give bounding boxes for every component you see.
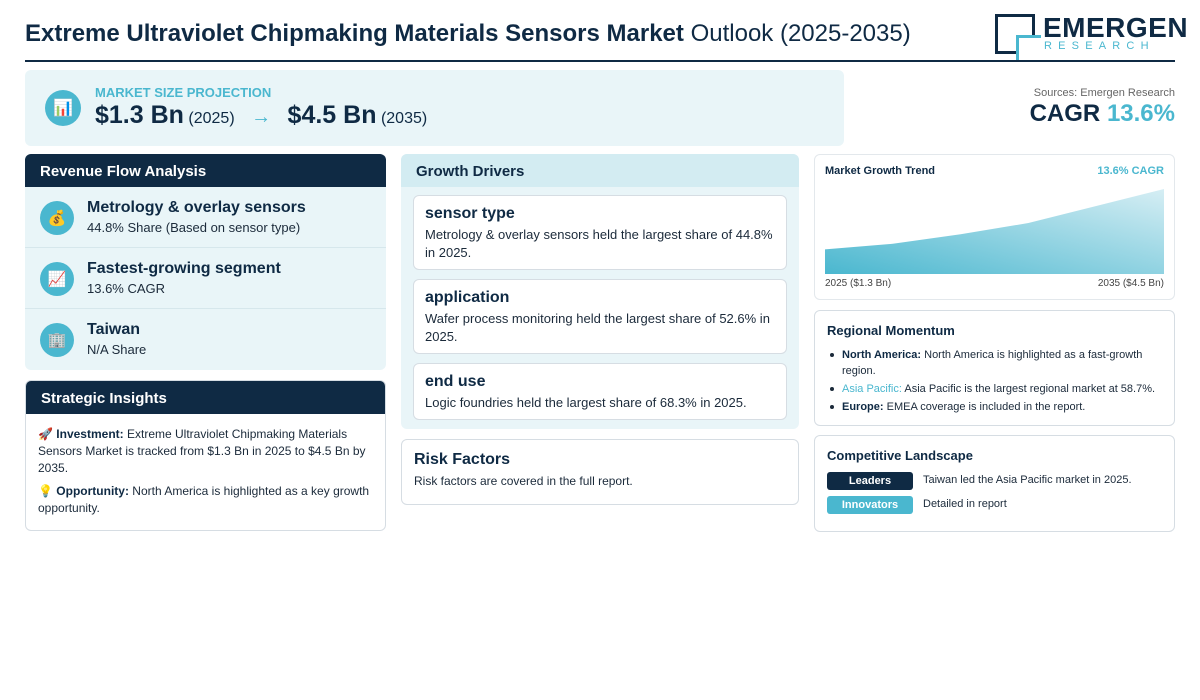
strategic-insights-title: Strategic Insights (26, 381, 385, 414)
money-bag-icon: 💰 (40, 201, 74, 235)
driver-card-text: Logic foundries held the largest share o… (425, 395, 747, 410)
insight-text: Extreme Ultraviolet Chipmaking Materials… (38, 427, 366, 475)
trend-cagr: 13.6% CAGR (1097, 165, 1164, 177)
region-item: Asia Pacific: Asia Pacific is the larges… (827, 381, 1162, 397)
bar-chart-icon: 📊 (45, 90, 81, 126)
trend-end-label: 2035 ($4.5 Bn) (1097, 278, 1164, 289)
driver-card: application Wafer process monitoring hel… (413, 279, 787, 354)
cagr-value: 13.6% (1106, 100, 1175, 127)
revenue-flow-panel: Revenue Flow Analysis 💰 Metrology & over… (25, 154, 386, 370)
revenue-flow-item: 💰 Metrology & overlay sensors 44.8% Shar… (25, 187, 386, 248)
region-text: EMEA coverage is included in the report. (886, 401, 1086, 413)
region-name: Europe: (842, 401, 884, 413)
leaders-badge: Leaders (827, 472, 913, 490)
lightbulb-icon: 💡 (38, 484, 53, 498)
trend-up-icon: 📈 (40, 262, 74, 296)
competitive-text: Detailed in report (923, 498, 1007, 510)
regional-list: North America: North America is highligh… (827, 347, 1162, 415)
projection-end-value: $4.5 Bn (287, 101, 377, 129)
sources-text: Sources: Emergen Research (1033, 87, 1175, 99)
innovators-badge: Innovators (827, 496, 913, 514)
revenue-flow-title: Revenue Flow Analysis (25, 154, 386, 187)
revenue-item-title: Taiwan (87, 321, 141, 338)
insight-text: North America is highlighted as a key gr… (38, 484, 370, 515)
cagr-label: CAGR (1029, 100, 1101, 127)
page-header: Extreme Ultraviolet Chipmaking Materials… (25, 10, 1188, 62)
driver-card-text: Metrology & overlay sensors held the lar… (425, 227, 773, 260)
growth-drivers-title: Growth Drivers (401, 154, 799, 187)
regional-momentum-panel: Regional Momentum North America: North A… (814, 310, 1175, 426)
revenue-item-title: Metrology & overlay sensors (87, 199, 306, 216)
projection-start-value: $1.3 Bn (95, 101, 184, 129)
driver-card-title: sensor type (425, 205, 515, 222)
trend-title: Market Growth Trend (825, 165, 936, 177)
logo-mark-icon (995, 14, 1041, 60)
growth-area-chart (825, 189, 1164, 274)
risk-factors-text: Risk factors are covered in the full rep… (414, 474, 633, 488)
market-size-projection: 📊 MARKET SIZE PROJECTION $1.3 Bn (2025) … (25, 70, 844, 146)
insight-label: Investment: (56, 427, 124, 441)
market-growth-trend-panel: Market Growth Trend 13.6% CAGR 2025 ($1.… (814, 154, 1175, 300)
driver-card: sensor type Metrology & overlay sensors … (413, 195, 787, 270)
cagr-summary: Sources: Emergen Research CAGR 13.6% (1030, 87, 1175, 128)
risk-factors-title: Risk Factors (414, 451, 511, 468)
projection-values: $1.3 Bn (2025) → $4.5 Bn (2035) (95, 101, 427, 130)
regional-momentum-title: Regional Momentum (827, 323, 955, 338)
region-name: Asia Pacific: (842, 383, 902, 395)
building-icon: 🏢 (40, 323, 74, 357)
competitive-landscape-panel: Competitive Landscape Leaders Taiwan led… (814, 435, 1175, 532)
trend-start-label: 2025 ($1.3 Bn) (825, 278, 892, 289)
page-title: Extreme Ultraviolet Chipmaking Materials… (25, 20, 911, 48)
revenue-item-subtitle: N/A Share (87, 342, 147, 357)
cagr-headline: CAGR 13.6% (1030, 100, 1175, 128)
emergen-logo: EMERGEN RESEARCH (995, 12, 1188, 60)
arrow-right-icon: → (251, 106, 272, 128)
risk-factors-panel: Risk Factors Risk factors are covered in… (401, 439, 799, 505)
insight-label: Opportunity: (56, 484, 129, 498)
logo-word: EMERGEN (1043, 12, 1189, 43)
growth-area (825, 189, 1164, 274)
revenue-item-title: Fastest-growing segment (87, 260, 281, 277)
projection-end-year: (2035) (380, 110, 428, 127)
driver-card-text: Wafer process monitoring held the larges… (425, 311, 770, 344)
region-item: North America: North America is highligh… (827, 347, 1162, 379)
revenue-flow-item: 📈 Fastest-growing segment 13.6% CAGR (25, 248, 386, 309)
strategic-insights-body: 🚀 Investment: Extreme Ultraviolet Chipma… (26, 414, 385, 517)
revenue-item-subtitle: 13.6% CAGR (87, 281, 166, 296)
page-title-bold: Extreme Ultraviolet Chipmaking Materials… (25, 20, 684, 47)
region-text: Asia Pacific is the largest regional mar… (904, 383, 1156, 395)
logo-subtitle: RESEARCH (1044, 40, 1155, 52)
region-text: North America is highlighted as a fast-g… (842, 349, 1143, 377)
competitive-row: Innovators Detailed in report (827, 496, 1162, 520)
strategic-insights-panel: Strategic Insights 🚀 Investment: Extreme… (25, 380, 386, 531)
revenue-flow-item: 🏢 Taiwan N/A Share (25, 309, 386, 370)
insight-item: 💡 Opportunity: North America is highligh… (38, 483, 373, 517)
page-title-rest: Outlook (2025-2035) (690, 20, 911, 47)
competitive-text: Taiwan led the Asia Pacific market in 20… (923, 474, 1132, 486)
revenue-item-subtitle: 44.8% Share (Based on sensor type) (87, 220, 301, 235)
rocket-icon: 🚀 (38, 427, 53, 441)
region-item: Europe: EMEA coverage is included in the… (827, 399, 1162, 415)
region-name: North America: (842, 349, 922, 361)
insight-item: 🚀 Investment: Extreme Ultraviolet Chipma… (38, 426, 373, 477)
driver-card-title: end use (425, 373, 486, 390)
driver-card: end use Logic foundries held the largest… (413, 363, 787, 420)
projection-start-year: (2025) (188, 110, 235, 127)
driver-card-title: application (425, 289, 510, 306)
competitive-row: Leaders Taiwan led the Asia Pacific mark… (827, 472, 1162, 496)
competitive-landscape-title: Competitive Landscape (827, 448, 973, 463)
projection-label: MARKET SIZE PROJECTION (95, 85, 272, 100)
growth-drivers-panel: Growth Drivers sensor type Metrology & o… (401, 154, 799, 429)
